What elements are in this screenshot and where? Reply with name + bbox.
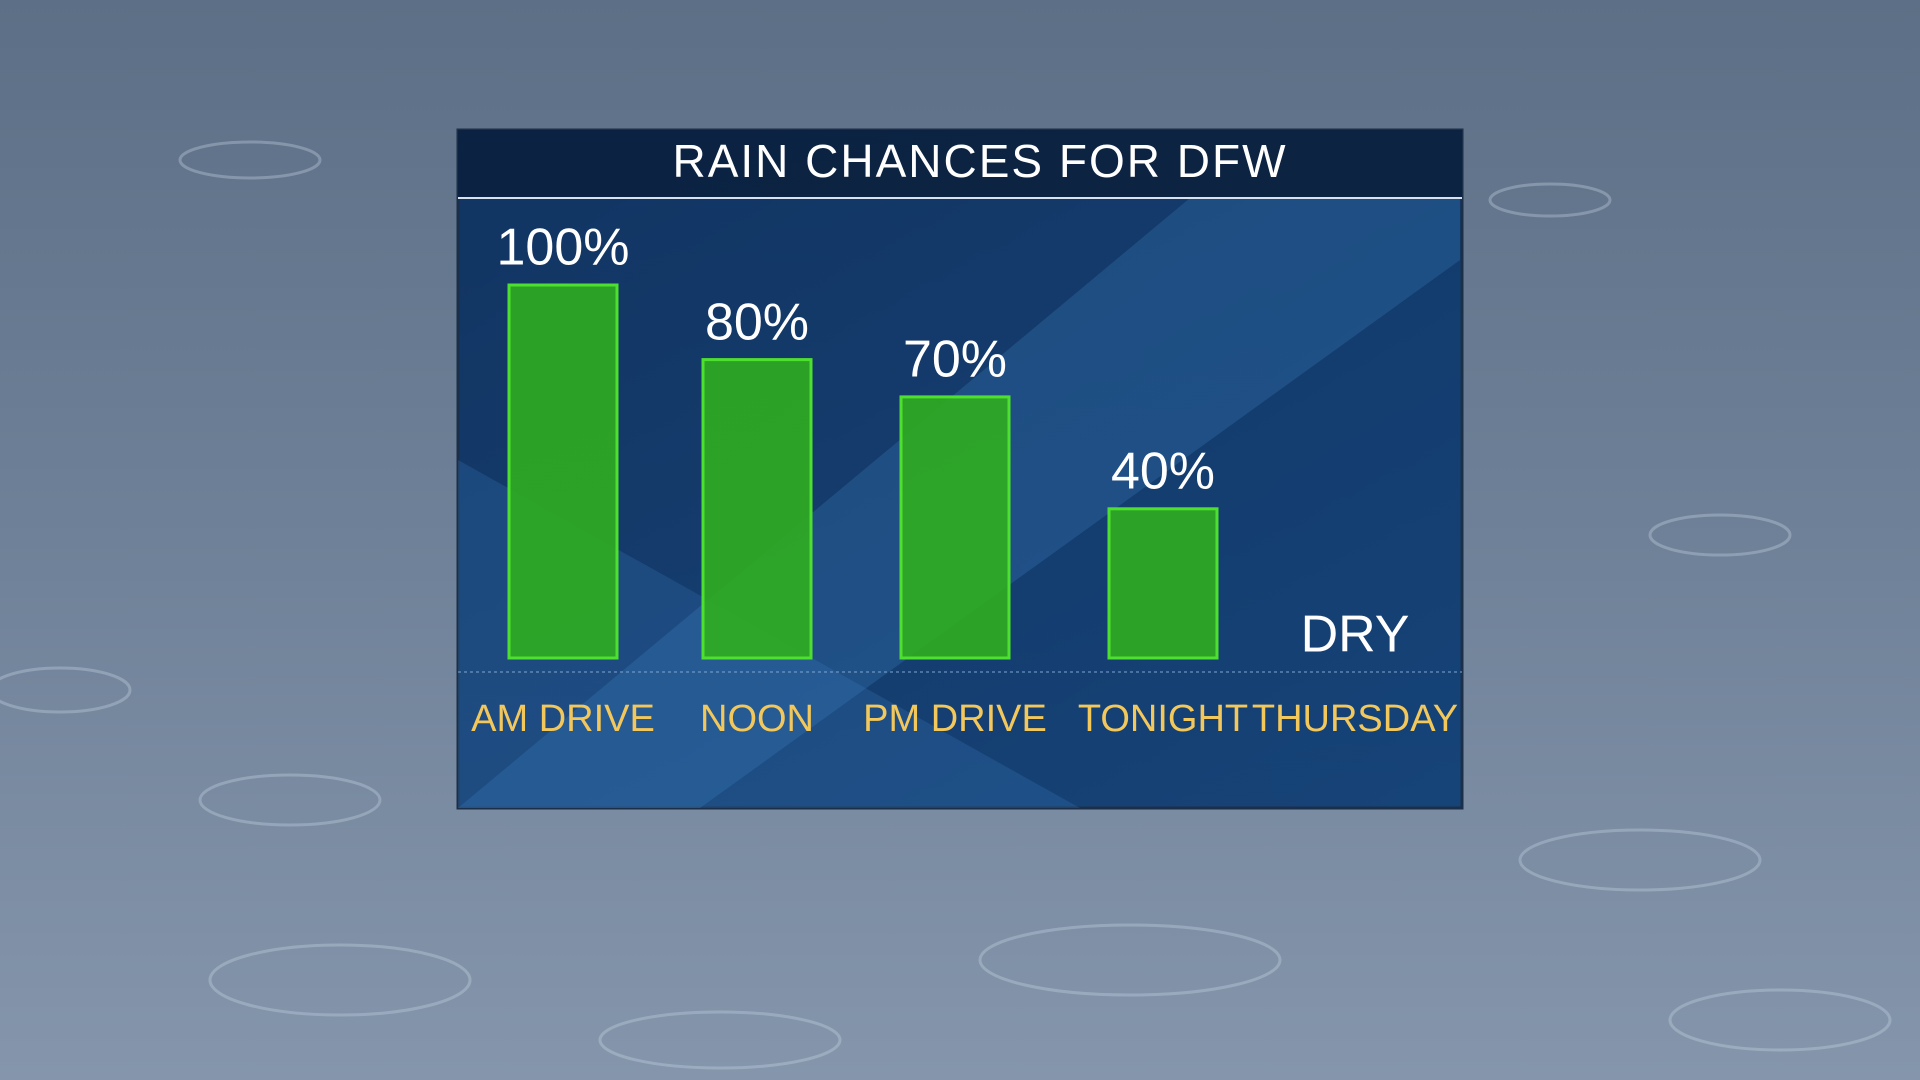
value-label: 40% [1111,443,1215,501]
x-tick-label: PM DRIVE [863,698,1047,740]
x-tick-label: TONIGHT [1078,698,1248,740]
bar [899,395,1011,660]
x-tick-label: AM DRIVE [471,698,655,740]
bar [507,283,619,660]
value-label: DRY [1301,606,1410,664]
bar [1107,507,1219,660]
x-tick-label: NOON [700,698,814,740]
bar [701,358,813,660]
value-label: 80% [705,293,809,351]
ripples [0,140,1892,1070]
value-label: 70% [903,331,1007,389]
value-label: 100% [497,219,630,277]
title-bar [458,130,1462,198]
chart-title: RAIN CHANCES FOR DFW [673,135,1288,187]
x-tick-label: THURSDAY [1252,698,1458,740]
